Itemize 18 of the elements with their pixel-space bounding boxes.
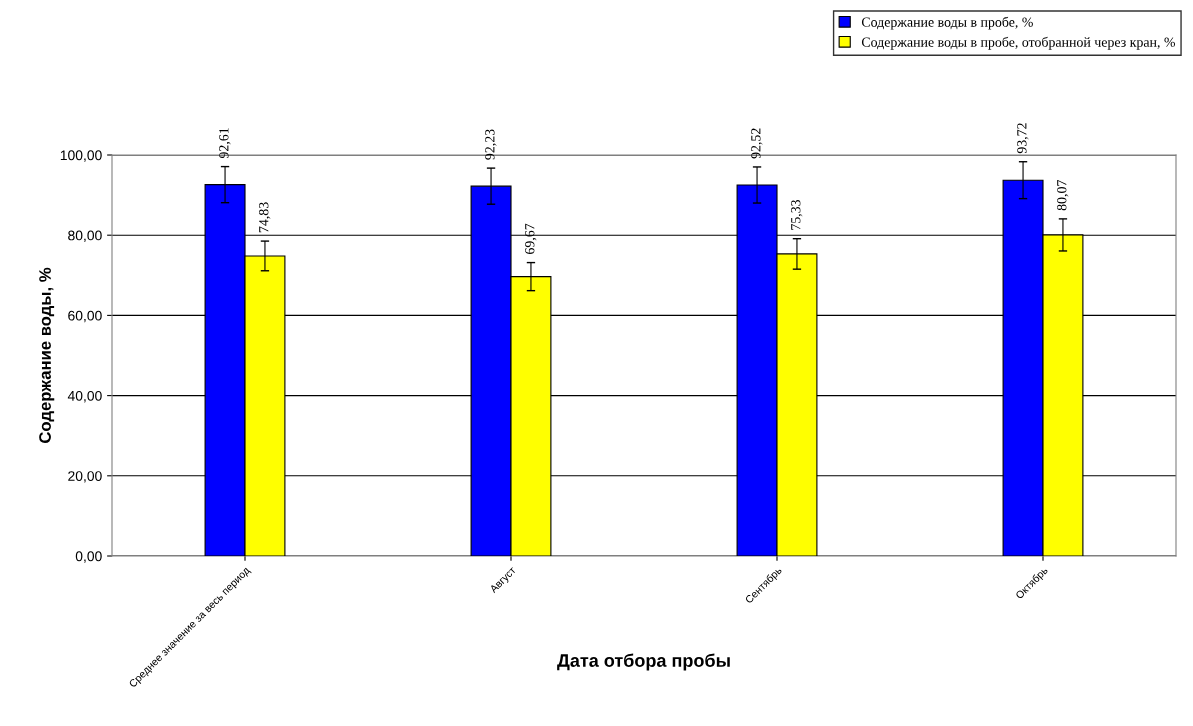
data-label: 74,83 [259, 202, 271, 233]
y-tick-label: 100,00 [60, 150, 102, 162]
x-axis-title: Дата отбора пробы [557, 653, 730, 671]
legend-label: Содержание воды в пробе, отобранной через кран, % [861, 36, 1176, 50]
data-label: 93,72 [1017, 123, 1029, 154]
data-label: 92,52 [751, 128, 763, 159]
y-tick-label: 20,00 [68, 471, 102, 483]
y-axis-title: Содержание воды, % [39, 267, 55, 443]
y-tick-label: 0,00 [75, 551, 102, 563]
legend-label: Содержание воды в пробе, % [861, 16, 1033, 30]
data-label: 69,67 [525, 223, 537, 254]
y-tick-label: 40,00 [67, 390, 102, 403]
y-tick-label: 80,00 [68, 230, 102, 243]
data-label: 92,23 [485, 129, 497, 160]
y-tick-label: 60,00 [68, 310, 102, 323]
data-label: 92,61 [219, 128, 231, 159]
data-label: 75,33 [791, 199, 803, 230]
data-label: 80,07 [1057, 180, 1069, 211]
